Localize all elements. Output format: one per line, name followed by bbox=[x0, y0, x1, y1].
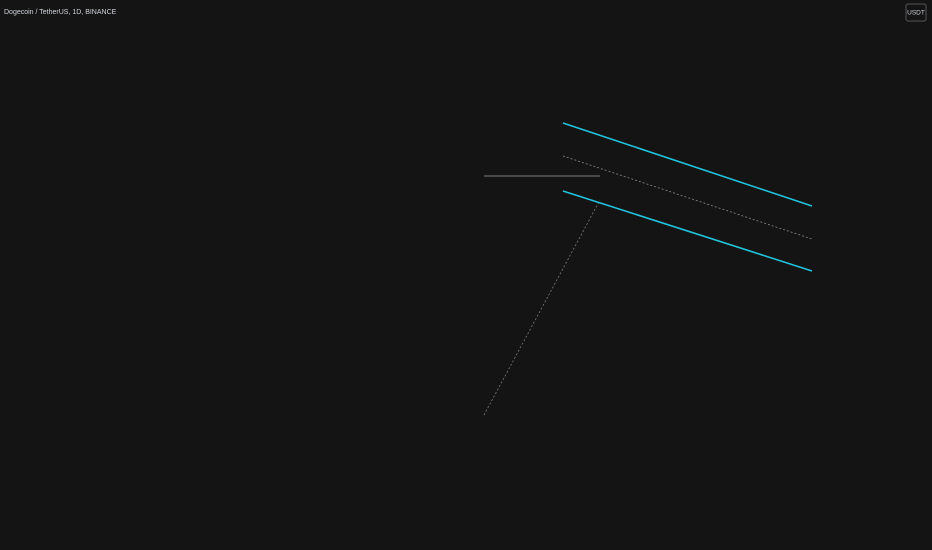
drawings bbox=[483, 122, 813, 416]
trend-line bbox=[483, 199, 601, 416]
currency-button[interactable] bbox=[905, 3, 927, 22]
chart-title: Dogecoin / TetherUS, 1D, BINANCE bbox=[4, 9, 117, 16]
currency-label[interactable]: USDT bbox=[907, 10, 925, 17]
channel-upper bbox=[562, 122, 813, 207]
channel-lower bbox=[562, 190, 813, 272]
